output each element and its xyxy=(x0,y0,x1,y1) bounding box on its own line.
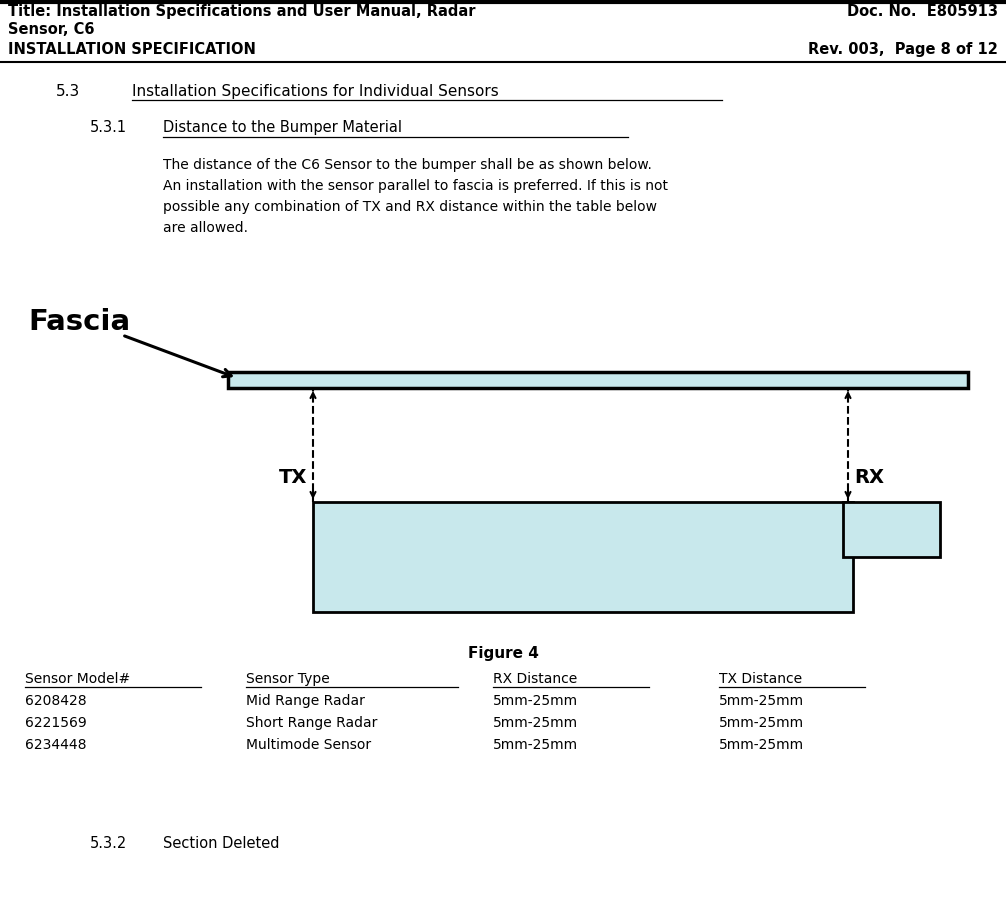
Text: Figure 4: Figure 4 xyxy=(468,646,538,661)
Text: The distance of the C6 Sensor to the bumper shall be as shown below.: The distance of the C6 Sensor to the bum… xyxy=(163,158,652,172)
Text: possible any combination of TX and RX distance within the table below: possible any combination of TX and RX di… xyxy=(163,200,657,214)
Text: Section Deleted: Section Deleted xyxy=(163,836,280,851)
Text: 6221569: 6221569 xyxy=(25,716,87,730)
Text: Installation Specifications for Individual Sensors: Installation Specifications for Individu… xyxy=(132,84,499,99)
Text: 5mm-25mm: 5mm-25mm xyxy=(493,694,578,708)
Text: Doc. No.  E805913: Doc. No. E805913 xyxy=(847,4,998,19)
Text: 6234448: 6234448 xyxy=(25,738,87,752)
Text: 5mm-25mm: 5mm-25mm xyxy=(719,716,805,730)
Text: Mid Range Radar: Mid Range Radar xyxy=(246,694,365,708)
Text: 5.3: 5.3 xyxy=(56,84,80,99)
Text: 5mm-25mm: 5mm-25mm xyxy=(719,694,805,708)
Text: An installation with the sensor parallel to fascia is preferred. If this is not: An installation with the sensor parallel… xyxy=(163,179,668,193)
Text: Short Range Radar: Short Range Radar xyxy=(246,716,378,730)
Text: Fascia: Fascia xyxy=(28,308,130,336)
Text: Distance to the Bumper Material: Distance to the Bumper Material xyxy=(163,120,402,135)
Bar xyxy=(228,372,968,388)
Text: Sensor, C6: Sensor, C6 xyxy=(8,22,95,37)
Text: INSTALLATION SPECIFICATION: INSTALLATION SPECIFICATION xyxy=(8,42,256,57)
Text: Sensor Model#: Sensor Model# xyxy=(25,672,131,686)
Text: TX: TX xyxy=(279,468,307,487)
Text: Multimode Sensor: Multimode Sensor xyxy=(246,738,371,752)
Bar xyxy=(313,502,853,612)
Text: 6208428: 6208428 xyxy=(25,694,87,708)
Text: TX Distance: TX Distance xyxy=(719,672,803,686)
Text: 5.3.1: 5.3.1 xyxy=(90,120,127,135)
Bar xyxy=(843,502,940,557)
Text: Sensor Type: Sensor Type xyxy=(246,672,330,686)
Text: RX: RX xyxy=(854,468,884,487)
Text: Rev. 003,  Page 8 of 12: Rev. 003, Page 8 of 12 xyxy=(808,42,998,57)
Text: are allowed.: are allowed. xyxy=(163,221,248,235)
Text: RX Distance: RX Distance xyxy=(493,672,577,686)
Text: Title: Installation Specifications and User Manual, Radar: Title: Installation Specifications and U… xyxy=(8,4,476,19)
Text: 5mm-25mm: 5mm-25mm xyxy=(493,738,578,752)
Text: 5mm-25mm: 5mm-25mm xyxy=(493,716,578,730)
Text: 5.3.2: 5.3.2 xyxy=(90,836,127,851)
Text: 5mm-25mm: 5mm-25mm xyxy=(719,738,805,752)
